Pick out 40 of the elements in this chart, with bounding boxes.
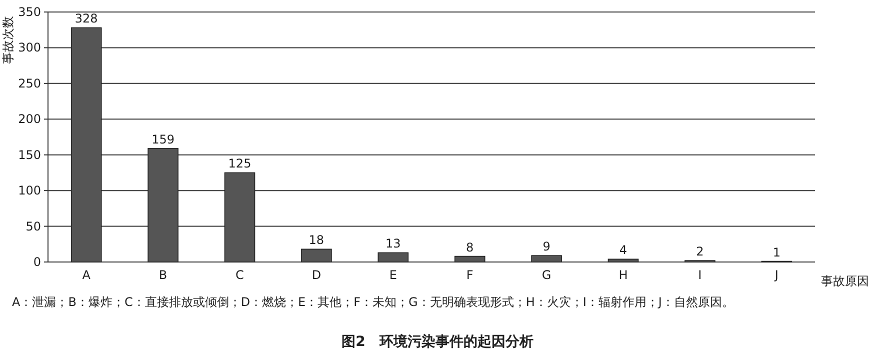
data-label: 8	[466, 240, 474, 254]
bar	[531, 255, 562, 262]
x-tick-label: A	[82, 268, 92, 282]
x-tick-label: F	[466, 268, 474, 282]
bar	[70, 27, 102, 262]
x-tick-label: C	[236, 268, 244, 282]
x-tick-label: J	[774, 268, 778, 282]
y-tick-label: 300	[18, 40, 41, 55]
bar	[301, 248, 332, 262]
data-label: 159	[152, 132, 175, 146]
data-label: 4	[619, 243, 628, 258]
bar	[378, 252, 409, 262]
text: A：泄漏；B：爆炸；C：直接排放或倾倒；D：燃烧；E：其他；F：未知；G：无明确表现形式；H：火灾；I：辐射作用；J：自然原因。	[12, 295, 734, 309]
x-tick-label: E	[389, 268, 397, 282]
y-tick-label: 50	[26, 219, 41, 234]
data-label: 13	[386, 236, 401, 251]
bar	[224, 172, 256, 262]
data-label: 2	[696, 244, 704, 259]
y-tick-label: 100	[18, 184, 41, 198]
bar	[454, 256, 486, 262]
data-label: 125	[228, 156, 252, 171]
y-tick-label: 350	[18, 5, 41, 19]
x-tick-label: I	[698, 268, 702, 282]
y-axis-title: 事故次数	[1, 16, 15, 64]
data-label: 18	[308, 233, 324, 248]
bar	[148, 148, 178, 262]
x-tick-label: H	[618, 268, 628, 282]
data-label: 328	[74, 12, 98, 26]
x-axis-title: 事故原因	[821, 274, 869, 288]
text: 图2 环境污染事件的起因分析	[342, 333, 534, 350]
x-tick-label: D	[312, 268, 322, 282]
x-tick-label: G	[542, 268, 552, 282]
y-tick-label: 150	[18, 148, 41, 162]
data-label: 9	[542, 240, 550, 254]
data-label: 1	[772, 245, 780, 260]
y-tick-label: 200	[18, 112, 41, 126]
y-tick-label: 0	[33, 255, 41, 269]
y-tick-label: 250	[18, 76, 41, 90]
bar	[608, 258, 639, 262]
x-tick-label: B	[158, 268, 168, 282]
